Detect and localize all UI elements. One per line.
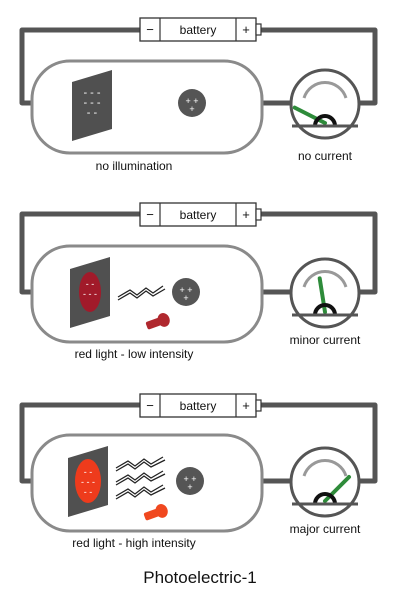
svg-text:- - -: - - - [83, 97, 100, 109]
illumination-caption: no illumination [96, 159, 173, 173]
current-caption: no current [298, 149, 353, 163]
photon-arrows [117, 285, 166, 301]
collector-electrode: + + + [178, 89, 206, 117]
battery: − battery + [139, 17, 262, 42]
battery-terminal [255, 23, 262, 36]
current-caption: major current [290, 522, 361, 536]
meter-needle [292, 105, 327, 125]
panel-red-low-intensity: − battery + - - - - - + + + [19, 202, 378, 361]
svg-text:+: + [187, 482, 192, 492]
svg-text:+: + [183, 293, 188, 303]
ammeter [289, 446, 361, 518]
collector-electrode: + + + [172, 278, 200, 306]
vacuum-tube [30, 244, 264, 344]
battery-label: battery [180, 208, 217, 222]
battery-positive-sign: + [242, 207, 250, 222]
vacuum-tube [30, 59, 264, 155]
meter-scale [302, 81, 348, 99]
photon-arrow [115, 470, 164, 483]
emitter-plate: - - - - - [70, 257, 110, 328]
meter-scale [302, 270, 348, 288]
battery: − battery + [139, 393, 262, 418]
illuminated-spot [79, 272, 101, 312]
meter-face [289, 257, 361, 329]
battery-label: battery [180, 399, 217, 413]
diagram-title: Photoelectric-1 [143, 568, 256, 587]
svg-text:- -: - - [84, 487, 93, 497]
collector-electrode: + + + [176, 467, 204, 495]
meter-face [289, 68, 361, 140]
meter-pivot [313, 303, 337, 316]
emitter-plate: - - - - - - - [68, 446, 108, 517]
illuminated-spot [75, 459, 101, 503]
illumination-caption: red light - low intensity [75, 347, 194, 361]
photon-arrows [115, 456, 166, 500]
battery-positive-sign: + [242, 398, 250, 413]
meter-scale [302, 459, 348, 477]
battery-label: battery [180, 23, 217, 37]
panel-red-high-intensity: − battery + - - - - - - - + + + [19, 393, 378, 550]
battery-terminal [255, 399, 262, 412]
current-caption: minor current [290, 333, 361, 347]
collector-plus-signs: + + [183, 474, 196, 484]
svg-text:- - -: - - - [81, 477, 95, 487]
ammeter [289, 68, 361, 140]
panel-no-illumination: − battery + - - - - - - - - + + + no ill… [19, 17, 378, 173]
red-light-bulb-icon [145, 313, 170, 330]
ammeter [289, 257, 361, 329]
meter-pivot [313, 114, 337, 127]
collector-plus-signs: + + [185, 96, 198, 106]
battery: − battery + [139, 202, 262, 227]
svg-text:- -: - - [87, 107, 98, 119]
electron-dashes: - - - [83, 87, 100, 99]
meter-pivot [313, 492, 337, 505]
battery-positive-sign: + [242, 22, 250, 37]
collector-plus-signs: + + [179, 285, 192, 295]
emitter-plate: - - - - - - - - [72, 70, 112, 141]
illumination-caption: red light - high intensity [72, 536, 195, 550]
svg-text:- -: - - [86, 279, 95, 289]
svg-text:+: + [189, 104, 194, 114]
battery-terminal [255, 208, 262, 221]
red-light-bulb-icon [143, 504, 168, 521]
battery-negative-sign: − [146, 22, 154, 37]
battery-negative-sign: − [146, 398, 154, 413]
photon-arrow [115, 456, 164, 469]
photon-arrow [117, 285, 164, 298]
battery-negative-sign: − [146, 207, 154, 222]
meter-face [289, 446, 361, 518]
svg-text:- - -: - - - [83, 289, 97, 299]
svg-text:- -: - - [84, 467, 93, 477]
photon-arrow [115, 484, 164, 497]
